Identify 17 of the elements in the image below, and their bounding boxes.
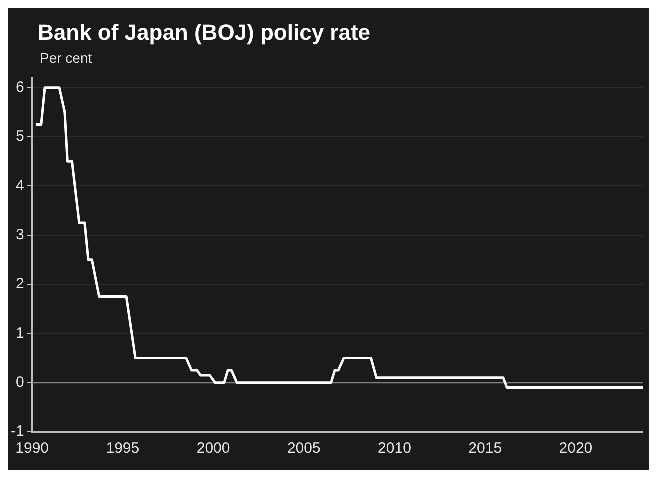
y-tick-label: 4 xyxy=(16,177,24,194)
x-tick-label: 1995 xyxy=(106,440,140,458)
chart-title: Bank of Japan (BOJ) policy rate xyxy=(37,19,372,46)
x-tick-label: 1990 xyxy=(16,440,50,458)
y-tick-label: 0 xyxy=(16,374,24,391)
y-tick-label: 1 xyxy=(16,324,24,342)
y-axis-title: Per cent xyxy=(39,49,94,66)
y-tick-label: 3 xyxy=(16,226,24,244)
x-tick-label: 2000 xyxy=(196,440,230,458)
y-tick-label: 6 xyxy=(16,78,24,96)
x-tick-label: 2010 xyxy=(378,440,412,458)
x-tick-label: 2005 xyxy=(287,440,321,458)
y-tick-label: 2 xyxy=(16,276,24,293)
x-tick-label: 2020 xyxy=(559,440,593,458)
y-tick-label: -1 xyxy=(10,423,24,440)
x-tick-label: 2015 xyxy=(468,440,502,458)
y-tick-label: 5 xyxy=(16,128,24,146)
